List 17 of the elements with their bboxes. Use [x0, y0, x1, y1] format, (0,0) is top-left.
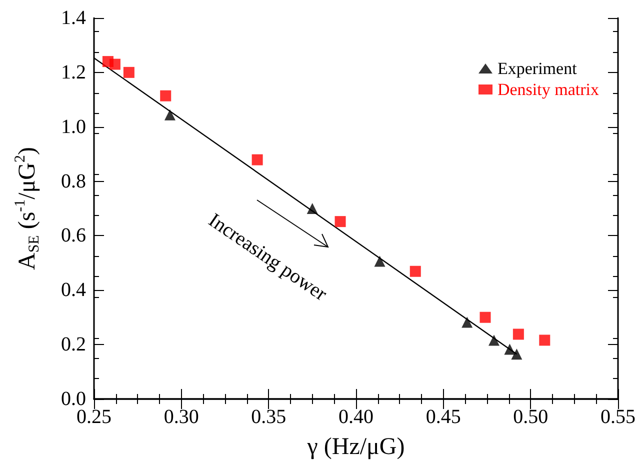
- x-tick-label: 0.30: [164, 406, 199, 428]
- y-tick-label: 0.6: [61, 224, 86, 247]
- y-axis-title: ASE (s-1/μG2): [12, 146, 42, 270]
- x-tick-label: 0.40: [338, 406, 374, 428]
- x-tick-label: 0.55: [600, 406, 636, 428]
- y-tick-label: 1.2: [61, 61, 86, 84]
- x-tick-label: 0.45: [426, 406, 461, 428]
- legend-label: Density matrix: [497, 80, 600, 99]
- y-tick-label: 0.4: [61, 279, 86, 302]
- y-tick-label: 0.2: [61, 334, 86, 356]
- x-tick-label: 0.35: [251, 406, 286, 428]
- y-tick-label: 1.4: [61, 7, 86, 29]
- legend-label: Experiment: [497, 59, 578, 78]
- y-tick-label: 0.8: [61, 170, 86, 192]
- y-tick-label: 1.0: [61, 116, 86, 138]
- x-axis-title: γ (Hz/μG): [306, 434, 405, 460]
- x-tick-label: 0.50: [513, 406, 548, 428]
